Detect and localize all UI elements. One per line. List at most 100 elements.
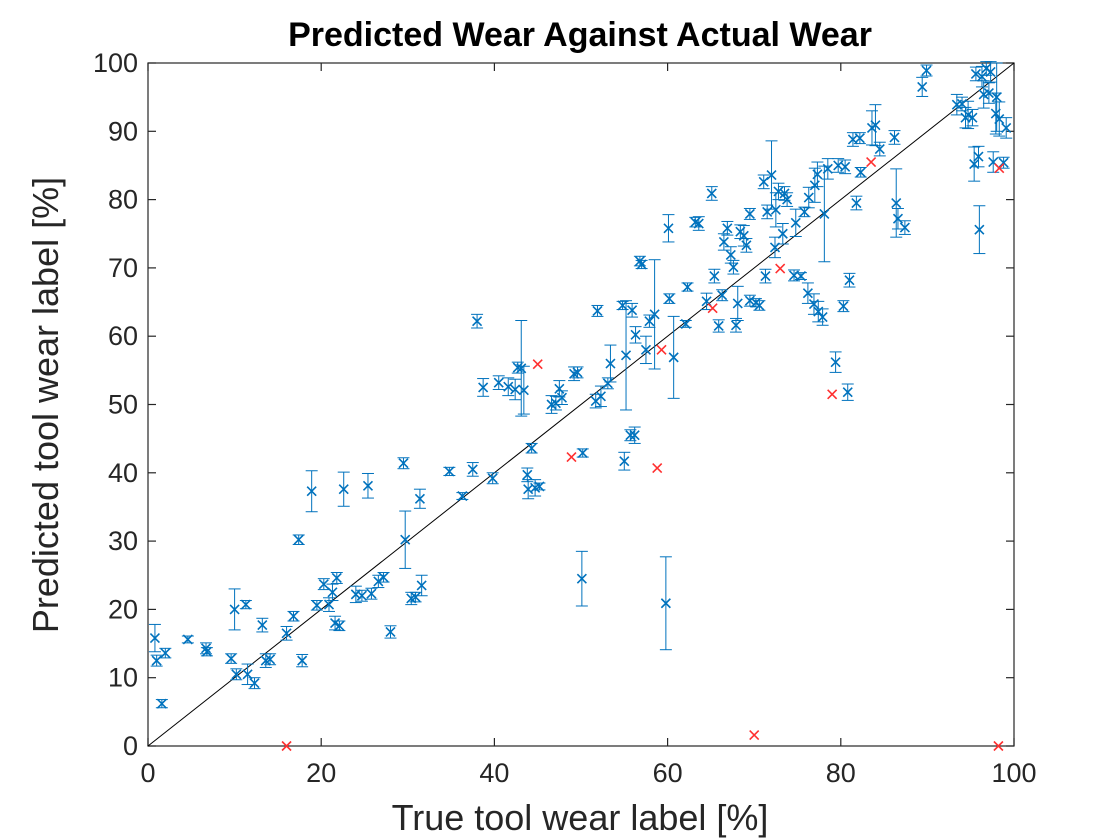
data-point-blue — [297, 655, 308, 666]
data-point-blue — [149, 633, 160, 644]
data-point-blue — [467, 464, 478, 475]
data-point-blue — [620, 350, 632, 361]
chart-title: Predicted Wear Against Actual Wear — [288, 16, 872, 54]
x-tick-label: 0 — [140, 758, 155, 788]
y-tick-label: 20 — [108, 594, 138, 624]
data-point-blue — [891, 197, 902, 209]
data-point-blue — [400, 534, 411, 545]
data-point-red — [749, 730, 760, 741]
data-point-blue — [229, 604, 240, 615]
data-point-blue — [288, 611, 299, 622]
data-point-blue — [790, 217, 801, 228]
y-tick-label: 60 — [108, 321, 138, 351]
data-point-blue — [974, 224, 985, 235]
data-point-red — [993, 740, 1004, 752]
data-point-blue — [311, 600, 322, 611]
data-point-blue — [410, 592, 421, 603]
data-point-red — [994, 163, 1005, 174]
y-tick-label: 70 — [108, 253, 138, 283]
y-tick-label: 90 — [108, 116, 138, 146]
data-point-blue — [663, 223, 674, 234]
x-tick-label: 60 — [653, 758, 683, 788]
data-point-blue — [682, 281, 693, 293]
data-point-blue — [350, 589, 361, 600]
data-point-blue — [660, 598, 671, 609]
data-point-blue — [983, 87, 994, 99]
data-point-red — [827, 389, 838, 400]
y-tick-label: 80 — [108, 185, 138, 215]
data-point-blue — [713, 320, 724, 332]
data-point-blue — [534, 481, 545, 492]
data-point-blue — [231, 669, 242, 680]
data-point-blue — [331, 572, 342, 584]
data-point-blue — [200, 643, 212, 654]
x-tick-label: 20 — [306, 758, 336, 788]
data-point-blue — [998, 157, 1009, 168]
data-point-blue — [619, 456, 630, 467]
x-axis-label: True tool wear label [%] — [392, 797, 769, 838]
data-point-blue — [318, 579, 329, 590]
data-point-blue — [605, 358, 616, 369]
y-tick-label: 10 — [108, 663, 138, 693]
data-point-blue — [265, 654, 276, 665]
data-point-blue — [472, 316, 483, 327]
data-point-blue — [518, 385, 529, 396]
data-point-blue — [741, 240, 752, 251]
data-point-blue — [803, 192, 814, 203]
data-point-blue — [249, 678, 260, 689]
data-point-blue — [770, 204, 781, 215]
data-point-red — [707, 303, 718, 314]
data-point-blue — [572, 367, 583, 378]
data-point-red — [866, 156, 877, 168]
data-point-blue — [160, 648, 171, 659]
data-point-blue — [842, 387, 853, 398]
data-point-blue — [970, 68, 981, 79]
data-point-blue — [629, 430, 640, 441]
data-point-blue — [706, 188, 717, 199]
data-point-blue — [526, 443, 537, 454]
data-point-blue — [967, 112, 978, 123]
data-point-blue — [338, 484, 349, 495]
data-point-blue — [414, 493, 425, 504]
data-point-blue — [802, 288, 813, 299]
y-tick-label: 40 — [108, 458, 138, 488]
data-point-blue — [730, 320, 742, 331]
data-point-blue — [398, 458, 409, 469]
data-point-blue — [385, 626, 396, 638]
data-point-blue — [973, 151, 984, 162]
data-point-blue — [985, 66, 996, 77]
identity-reference-line — [147, 62, 1015, 747]
data-point-red — [652, 462, 663, 474]
data-point-blue — [240, 599, 251, 610]
data-point-blue — [680, 318, 691, 329]
data-point-blue — [732, 298, 743, 309]
y-tick-label: 30 — [108, 526, 138, 556]
data-point-blue — [226, 653, 237, 664]
data-point-blue — [327, 587, 338, 598]
data-point-blue — [744, 208, 755, 220]
x-tick-label: 40 — [479, 758, 509, 788]
data-point-blue — [921, 65, 932, 76]
data-point-blue — [892, 213, 904, 224]
data-point-blue — [851, 197, 862, 209]
data-point-blue — [870, 120, 881, 131]
data-point-blue — [795, 271, 807, 282]
data-point-blue — [725, 249, 736, 260]
data-point-blue — [777, 228, 788, 239]
data-point-blue — [576, 573, 587, 584]
y-axis-label: Predicted tool wear label [%] — [25, 177, 66, 633]
data-point-blue — [693, 218, 704, 229]
x-tick-label: 80 — [826, 758, 856, 788]
data-point-blue — [416, 580, 427, 591]
data-point-blue — [625, 430, 636, 441]
data-point-red — [532, 359, 543, 370]
data-point-blue — [644, 316, 655, 327]
y-tick-label: 100 — [93, 48, 138, 78]
data-point-blue — [444, 466, 455, 477]
data-point-blue — [728, 262, 739, 273]
data-point-blue — [799, 206, 810, 217]
data-point-blue — [830, 357, 841, 368]
data-point-blue — [457, 490, 468, 502]
data-point-blue — [503, 381, 514, 392]
data-point-blue — [817, 312, 828, 323]
